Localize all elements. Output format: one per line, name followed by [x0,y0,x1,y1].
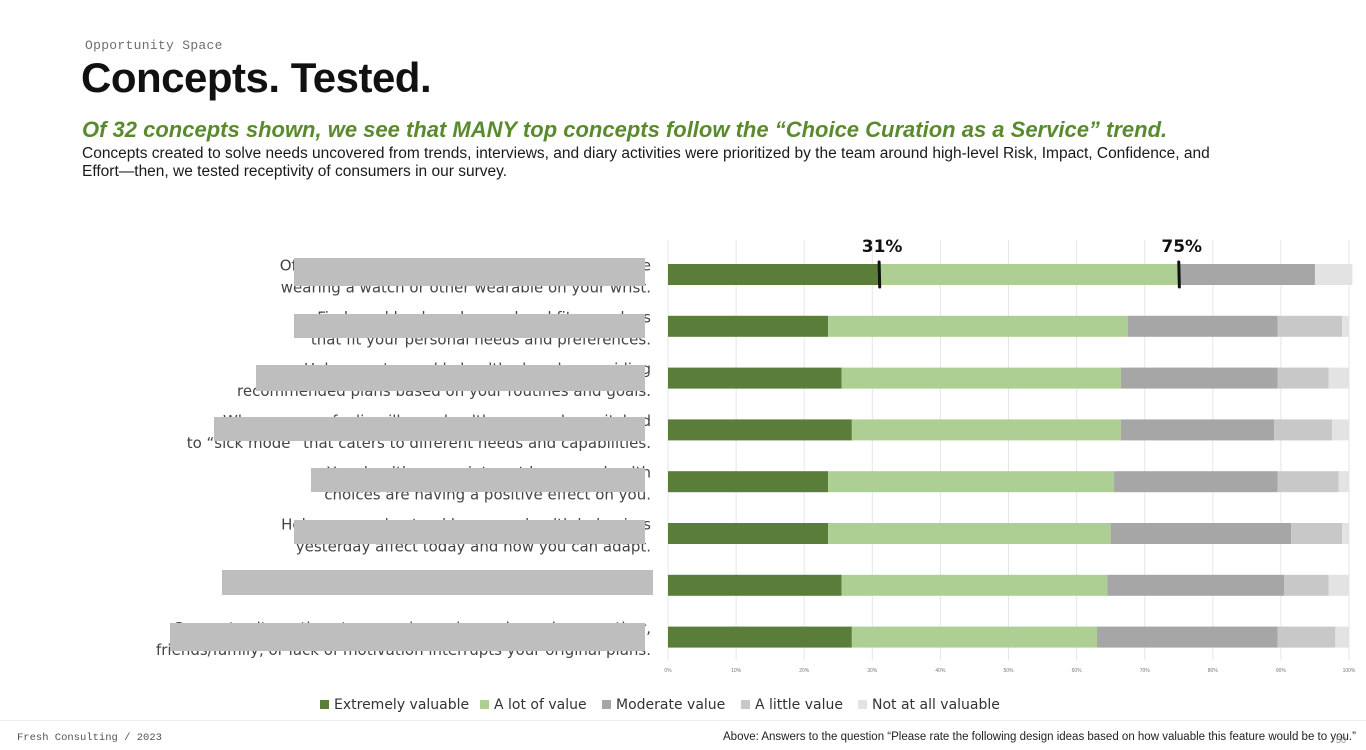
stacked-bar-chart: 0%10%20%30%40%50%60%70%80%90%100%Offers … [156,237,1356,713]
legend-label: A lot of value [494,697,587,713]
bar-segment [1314,264,1353,285]
bar-segment [1107,574,1285,596]
annotation-marker [1177,260,1181,289]
bar-segment [1328,574,1349,596]
page-title: Concepts. Tested. [81,54,432,101]
eyebrow-label: Opportunity Space [85,38,223,53]
bar-segment [668,574,842,596]
legend-swatch [741,700,750,709]
redaction-block [311,468,645,492]
bar-segment [879,264,1179,285]
annotation-label: 31% [862,237,903,257]
footer-credit: Fresh Consulting / 2023 [17,732,162,744]
bar-segment [1335,626,1349,648]
bar-segment [1274,419,1332,441]
x-tick-label: 60% [1072,668,1083,674]
legend-label: Not at all valuable [872,697,1000,713]
bar-segment [668,419,852,441]
redaction-block [170,623,645,651]
legend-label: Extremely valuable [334,697,469,713]
x-tick-label: 50% [1003,668,1014,674]
bar-segment [668,367,842,389]
bar-segment [828,523,1111,544]
bar-segment [668,626,852,648]
x-tick-label: 70% [1140,668,1151,674]
page-number: 50 [1336,735,1347,745]
bar-segment [828,315,1128,337]
x-tick-label: 30% [867,668,878,674]
bar-segment [1277,367,1329,389]
x-tick-label: 90% [1276,668,1287,674]
redaction-block [294,314,645,338]
bar-segment [668,315,829,337]
bar-segment [1277,315,1343,337]
legend-swatch [320,700,329,709]
bar-segment [1328,367,1349,389]
bar-segment [1178,264,1315,285]
x-tick-label: 20% [799,668,810,674]
redaction-block [214,417,645,441]
footer-divider [0,720,1366,721]
legend-swatch [480,700,489,709]
bar-segment [668,471,829,493]
bar-segment [828,471,1115,493]
bar-segment [841,574,1108,596]
bar-segment [1120,419,1275,441]
redaction-block [294,258,645,286]
redaction-block [294,520,645,544]
bar-segment [1284,574,1329,596]
x-tick-label: 0% [664,668,672,674]
bar-segment [1342,523,1349,544]
bar-segment [1338,471,1349,493]
bar-segment [1277,626,1336,648]
redaction-block [222,570,653,595]
bar-segment [1331,419,1349,441]
bar-segment [1114,471,1278,493]
bar-segment [1110,523,1292,544]
legend-swatch [602,700,611,709]
bar-segment [851,626,1098,648]
body-text: Concepts created to solve needs uncovere… [82,145,1210,180]
x-tick-label: 80% [1208,668,1219,674]
redaction-block [256,365,645,391]
bar-segment [1342,315,1349,337]
bar-segment [1127,315,1278,337]
bar-segment [1097,626,1278,648]
x-tick-label: 100% [1343,668,1356,674]
footer-source-note: Above: Answers to the question “Please r… [723,731,1356,743]
legend-label: Moderate value [616,697,725,713]
bar-segment [851,419,1121,441]
bar-segment [668,264,880,285]
bar-segment [841,367,1121,389]
annotation-label: 75% [1161,237,1202,257]
annotation-marker [877,260,882,289]
bar-segment [668,523,829,544]
x-tick-label: 40% [935,668,946,674]
headline: Of 32 concepts shown, we see that MANY t… [82,117,1168,142]
bar-segment [1277,471,1339,493]
x-tick-label: 10% [731,668,742,674]
bar-segment [1120,367,1278,389]
bar-segment [1291,523,1343,544]
legend-swatch [858,700,867,709]
legend-label: A little value [755,697,843,713]
